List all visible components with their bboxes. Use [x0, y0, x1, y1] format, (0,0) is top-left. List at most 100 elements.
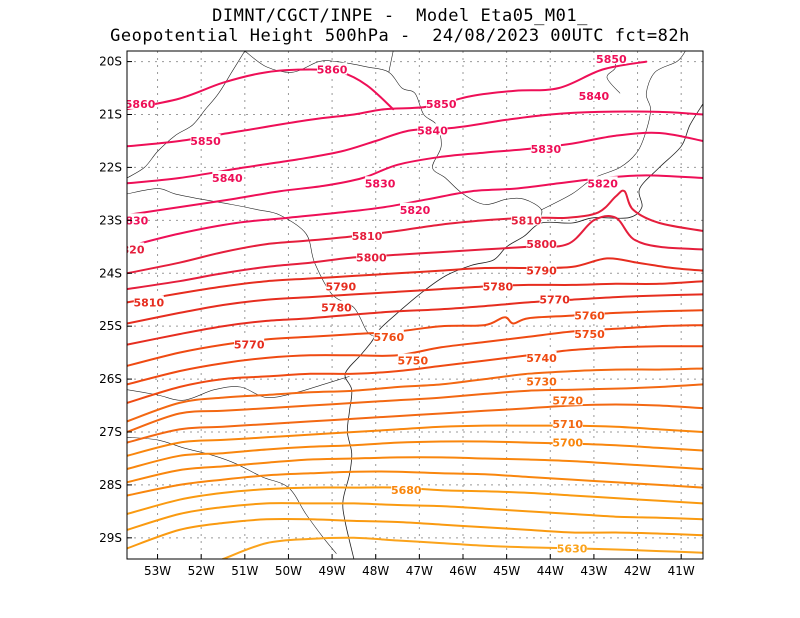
contour-5770 — [127, 293, 703, 346]
contour-label-5730: 5730 — [526, 376, 557, 389]
contour-label-5750: 5750 — [574, 328, 605, 341]
contour-5810 — [127, 189, 703, 275]
contour-label-bg — [133, 295, 164, 308]
contour-label-bg — [356, 250, 387, 263]
lat-tick-label: 24S — [99, 266, 122, 280]
contour-5680 — [127, 456, 703, 484]
contour-5640 — [127, 517, 703, 550]
lon-tick-label: 44W — [537, 564, 564, 578]
contour-5780 — [127, 280, 703, 325]
contour-label-bg — [234, 337, 265, 350]
contour-label-5860: 5860 — [317, 64, 348, 77]
contour-label-bg — [552, 393, 583, 406]
longitude-axis: 53W 52W 51W 50W 49W 48W 47W 46W 45W 44W 43W 42W 41W — [144, 554, 695, 578]
plot-frame — [126, 50, 704, 560]
lon-tick-label: 52W — [188, 564, 215, 578]
contour-label-5750: 5750 — [398, 355, 429, 368]
contour-5650 — [127, 502, 703, 531]
lat-tick-label: 26S — [99, 372, 122, 386]
map-title-line-1: DIMNT/CGCT/INPE - Model Eta05_M01_ — [212, 6, 588, 26]
contour-5750 — [127, 324, 703, 386]
lon-tick-label: 51W — [231, 564, 258, 578]
lat-tick-label: 29S — [99, 531, 122, 545]
contour-label-bg — [127, 96, 156, 109]
contour-label-5810: 5810 — [352, 230, 383, 243]
contour-label-bg — [526, 374, 557, 387]
contour-label-5800: 5800 — [526, 238, 557, 251]
contour-5840 — [127, 110, 703, 185]
contour-label-5790: 5790 — [326, 280, 357, 293]
map-title-line-2: Geopotential Height 500hPa - 24/08/2023 … — [110, 26, 690, 46]
contour-label-bg — [397, 353, 428, 366]
contour-label-bg — [526, 237, 557, 250]
contour-label-5760: 5760 — [574, 310, 605, 323]
lon-tick-label: 48W — [362, 564, 389, 578]
contour-label-5850: 5850 — [426, 98, 457, 111]
contour-5740 — [127, 345, 703, 404]
contour-5790 — [127, 257, 703, 304]
lon-tick-label: 42W — [624, 564, 651, 578]
political-boundaries — [127, 51, 703, 559]
contour-label-5780: 5780 — [321, 302, 352, 315]
lat-tick-label: 25S — [99, 319, 122, 333]
contour-label-5790: 5810 — [134, 296, 165, 309]
contour-label-bg — [426, 96, 457, 109]
state-border — [127, 51, 246, 179]
contour-label-bg — [578, 88, 609, 101]
contour-5850 — [127, 60, 648, 148]
lat-tick-label: 22S — [99, 160, 122, 174]
contour-label-5850: 5850 — [190, 135, 221, 148]
contour-label-bg — [587, 176, 618, 189]
contour-5860 — [127, 68, 395, 111]
contour-label-5740: 5740 — [526, 352, 557, 365]
contour-5690 — [127, 440, 703, 470]
contour-label-bg — [511, 213, 542, 226]
contour-label-5850: 5850 — [596, 53, 627, 66]
lon-tick-label: 46W — [449, 564, 476, 578]
contour-label-5630: 5630 — [557, 542, 588, 555]
contour-label-5820: 5820 — [587, 177, 618, 190]
contour-label-5800: 5820 — [114, 243, 145, 256]
contour-labels: 5860 5860 5850 5850 5850 5840 5840 5840 5830 5830… — [114, 51, 627, 555]
contour-label-5700: 5700 — [552, 437, 583, 450]
contour-label-bg — [212, 171, 243, 183]
contour-label-bg — [526, 350, 557, 363]
contour-label-bg — [352, 229, 382, 242]
state-border — [244, 51, 543, 224]
coastline — [342, 103, 703, 559]
contour-label-bg — [552, 417, 583, 430]
contour-label-5770: 5770 — [234, 339, 265, 352]
lat-tick-label: 27S — [99, 425, 122, 439]
contour-label-5780: 5780 — [483, 280, 514, 293]
lon-tick-label: 53W — [144, 564, 171, 578]
contour-5630 — [222, 536, 703, 559]
contour-label-bg — [526, 263, 557, 276]
lat-tick-label: 21S — [99, 108, 122, 122]
contour-label-bg — [391, 483, 422, 496]
contour-label-5840: 5840 — [212, 172, 243, 185]
contour-label-5800: 5800 — [356, 251, 387, 264]
contour-label-bg — [596, 51, 627, 64]
lon-tick-label: 49W — [319, 564, 346, 578]
contour-5700 — [127, 424, 703, 457]
contour-5710 — [127, 403, 703, 444]
contour-label-5790: 5790 — [526, 265, 557, 278]
contour-label-5840: 5840 — [417, 124, 448, 137]
contour-label-bg — [190, 133, 221, 146]
lat-tick-label: 28S — [99, 478, 122, 492]
contour-label-bg — [127, 242, 145, 255]
contour-label-bg — [373, 329, 404, 342]
state-border — [127, 188, 376, 338]
state-border — [127, 376, 350, 401]
contour-label-5720: 5720 — [552, 394, 583, 407]
contour-5720 — [127, 383, 703, 433]
contour-label-bg — [530, 141, 561, 154]
contour-label-bg — [400, 202, 430, 215]
lat-tick-label: 23S — [99, 213, 122, 227]
lon-tick-label: 47W — [406, 564, 433, 578]
contour-label-5860: 5860 — [125, 98, 156, 111]
contour-label-bg — [552, 435, 583, 448]
contour-5730 — [127, 367, 703, 423]
contour-5800 — [127, 215, 703, 291]
contour-label-5830: 5830 — [531, 143, 562, 156]
